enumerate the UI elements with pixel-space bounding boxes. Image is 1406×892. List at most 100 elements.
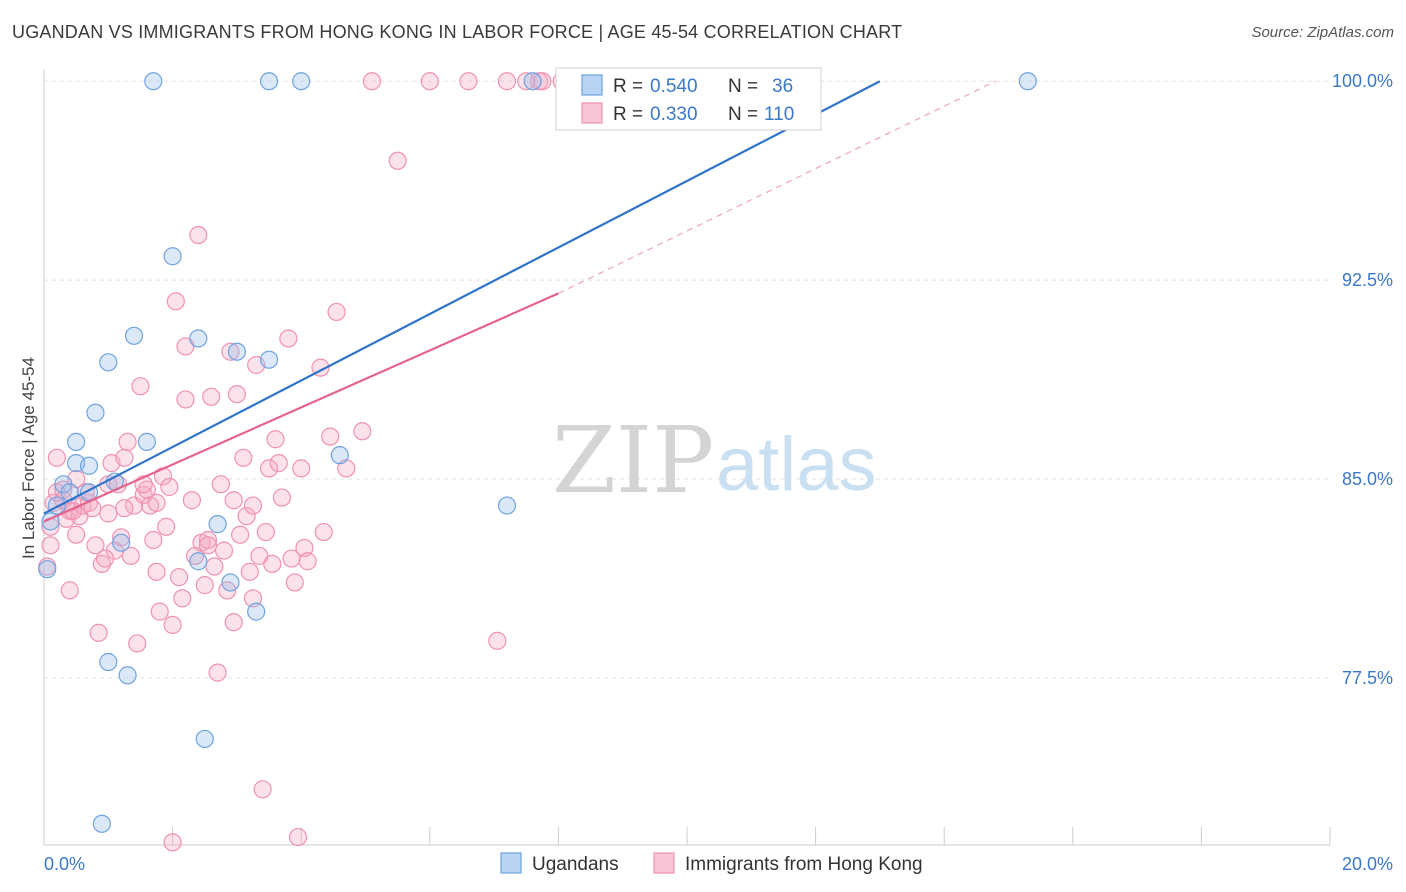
data-point-hongkong xyxy=(224,491,243,510)
data-point-hongkong xyxy=(388,151,407,170)
data-point-hongkong xyxy=(205,557,224,576)
data-point-hongkong xyxy=(362,72,382,91)
data-point-ugandans xyxy=(118,666,137,685)
data-point-ugandans xyxy=(189,552,208,571)
x-tick-labels: 0.0% 20.0% xyxy=(44,854,1393,874)
data-point-hongkong xyxy=(163,833,182,852)
stats-swatch-hongkong xyxy=(581,102,603,124)
data-point-hongkong xyxy=(67,525,86,544)
trend-line-hongkong-extension xyxy=(558,80,996,294)
data-point-hongkong xyxy=(160,477,179,497)
legend-label-ugandans: Ugandans xyxy=(532,854,619,875)
data-point-hongkong xyxy=(115,499,134,518)
trend-line-ugandans xyxy=(43,80,881,515)
data-point-hongkong xyxy=(321,427,340,446)
data-point-hongkong xyxy=(208,663,227,682)
data-point-ugandans xyxy=(208,515,227,534)
data-point-hongkong xyxy=(198,536,218,555)
data-point-hongkong xyxy=(266,430,285,449)
data-point-hongkong xyxy=(99,504,118,523)
data-point-hongkong xyxy=(211,475,230,494)
data-point-ugandans xyxy=(144,72,163,91)
data-point-hongkong xyxy=(198,530,218,550)
data-point-ugandans xyxy=(330,446,349,465)
bottom-legend: Ugandans Immigrants from Hong Kong xyxy=(500,852,923,875)
data-point-hongkong xyxy=(237,507,256,526)
y-tick-labels: 100.0% 92.5% 85.0% 77.5% xyxy=(1332,71,1393,688)
stats-swatch-ugandans xyxy=(581,74,603,96)
data-point-hongkong xyxy=(182,491,201,510)
data-point-ugandans xyxy=(99,652,118,672)
data-point-hongkong xyxy=(147,562,166,581)
legend-swatch-hongkong xyxy=(653,852,675,874)
data-point-ugandans xyxy=(67,432,86,451)
data-point-hongkong xyxy=(131,377,150,396)
data-point-hongkong xyxy=(214,541,234,560)
y-tick-label: 77.5% xyxy=(1342,668,1393,688)
data-point-ugandans xyxy=(124,326,144,345)
y-tick-label: 85.0% xyxy=(1342,469,1393,489)
data-point-hongkong xyxy=(533,72,552,91)
data-point-hongkong xyxy=(89,623,108,642)
data-point-ugandans xyxy=(259,350,279,369)
data-point-ugandans xyxy=(247,602,266,621)
data-point-hongkong xyxy=(115,448,134,467)
x-tick-label: 20.0% xyxy=(1342,854,1393,874)
y-tick-label: 100.0% xyxy=(1332,71,1393,91)
data-point-hongkong xyxy=(221,342,240,361)
stats-r-value-2: 0.330 xyxy=(650,104,698,125)
stats-n-label-2: N = xyxy=(728,104,758,125)
data-point-hongkong xyxy=(517,72,536,91)
data-point-hongkong xyxy=(195,576,214,595)
data-point-ugandans xyxy=(38,560,57,579)
data-point-hongkong xyxy=(272,488,292,507)
data-point-hongkong xyxy=(224,613,243,632)
data-point-hongkong xyxy=(314,522,333,542)
stats-r-label-1: R = xyxy=(613,76,643,97)
data-point-ugandans xyxy=(195,729,214,749)
data-point-hongkong xyxy=(95,549,115,568)
data-point-ugandans xyxy=(523,72,542,91)
data-point-hongkong xyxy=(176,390,195,409)
data-point-ugandans xyxy=(112,533,131,552)
data-point-hongkong xyxy=(173,589,192,608)
data-point-hongkong xyxy=(202,387,221,406)
data-point-hongkong xyxy=(227,385,246,404)
data-point-ugandans xyxy=(86,403,105,422)
watermark: ZIP atlas xyxy=(552,407,877,514)
legend-swatch-ugandans xyxy=(500,852,522,874)
data-point-hongkong xyxy=(298,552,317,571)
y-tick-label: 92.5% xyxy=(1342,270,1393,290)
data-point-hongkong xyxy=(327,302,346,322)
data-point-hongkong xyxy=(263,554,282,573)
data-point-ugandans xyxy=(189,329,208,348)
data-point-ugandans xyxy=(227,342,246,361)
data-point-hongkong xyxy=(144,530,163,550)
data-point-hongkong xyxy=(497,72,517,91)
stats-n-value-1: 36 xyxy=(772,76,793,97)
data-point-hongkong xyxy=(169,568,189,587)
trend-line-hongkong xyxy=(43,292,559,523)
data-point-hongkong xyxy=(253,780,272,799)
data-point-hongkong xyxy=(259,459,279,478)
series-hongkong-points xyxy=(38,72,607,852)
data-point-ugandans xyxy=(292,72,311,91)
chart-title: UGANDAN VS IMMIGRANTS FROM HONG KONG IN … xyxy=(12,22,903,42)
data-point-ugandans xyxy=(163,247,182,266)
data-point-ugandans xyxy=(137,432,156,451)
data-point-ugandans xyxy=(99,353,118,372)
x-tick-label: 0.0% xyxy=(44,854,85,874)
data-point-hongkong xyxy=(118,432,137,451)
data-point-hongkong xyxy=(112,528,131,547)
stats-r-label-2: R = xyxy=(613,104,643,125)
source-credit: Source: ZipAtlas.com xyxy=(1251,24,1394,41)
data-point-hongkong xyxy=(166,292,185,311)
data-point-hongkong xyxy=(353,422,372,441)
data-point-hongkong xyxy=(288,827,308,847)
data-point-hongkong xyxy=(86,536,105,555)
data-point-ugandans xyxy=(221,573,240,592)
data-point-hongkong xyxy=(157,517,176,536)
data-point-ugandans xyxy=(79,456,99,475)
y-axis-label: In Labor Force | Age 45-54 xyxy=(19,357,38,559)
